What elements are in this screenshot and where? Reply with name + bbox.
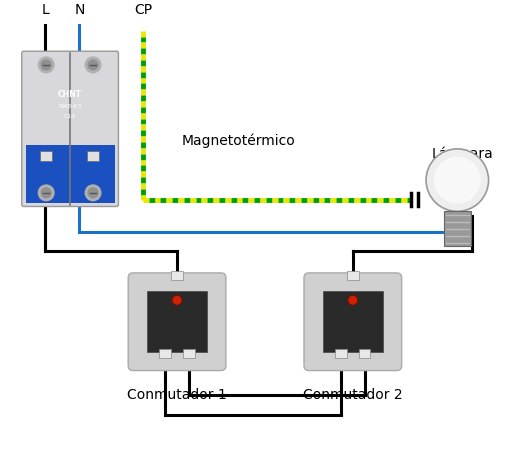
Bar bbox=[147, 291, 208, 352]
Bar bbox=[40, 151, 52, 161]
Text: Conmutador 2: Conmutador 2 bbox=[303, 388, 402, 402]
Circle shape bbox=[41, 188, 51, 198]
Text: CP: CP bbox=[134, 3, 152, 17]
Text: C10: C10 bbox=[63, 114, 75, 119]
Circle shape bbox=[172, 295, 182, 305]
Bar bbox=[87, 151, 99, 161]
Bar bbox=[26, 145, 115, 202]
Circle shape bbox=[38, 185, 54, 201]
FancyBboxPatch shape bbox=[128, 273, 226, 371]
Text: N: N bbox=[74, 3, 84, 17]
FancyBboxPatch shape bbox=[304, 273, 402, 371]
FancyBboxPatch shape bbox=[22, 51, 118, 207]
Circle shape bbox=[38, 57, 54, 72]
Text: NXB-63: NXB-63 bbox=[58, 104, 81, 109]
Text: Lámpara: Lámpara bbox=[431, 146, 493, 161]
Bar bbox=[159, 349, 171, 358]
Bar bbox=[323, 291, 383, 352]
Circle shape bbox=[41, 60, 51, 70]
Bar bbox=[335, 349, 347, 358]
Text: L: L bbox=[41, 3, 49, 17]
Circle shape bbox=[88, 60, 98, 70]
Circle shape bbox=[426, 149, 488, 212]
Text: CHNT: CHNT bbox=[58, 90, 82, 99]
Text: Magnetotérmico: Magnetotérmico bbox=[182, 134, 296, 148]
Text: Conmutador 1: Conmutador 1 bbox=[127, 388, 227, 402]
Bar bbox=[171, 271, 183, 280]
Circle shape bbox=[85, 57, 101, 72]
Circle shape bbox=[85, 185, 101, 201]
Circle shape bbox=[348, 295, 358, 305]
Bar bbox=[347, 271, 359, 280]
Circle shape bbox=[434, 157, 481, 203]
Bar bbox=[444, 212, 471, 246]
Circle shape bbox=[88, 188, 98, 198]
Bar bbox=[183, 349, 194, 358]
Bar bbox=[359, 349, 370, 358]
